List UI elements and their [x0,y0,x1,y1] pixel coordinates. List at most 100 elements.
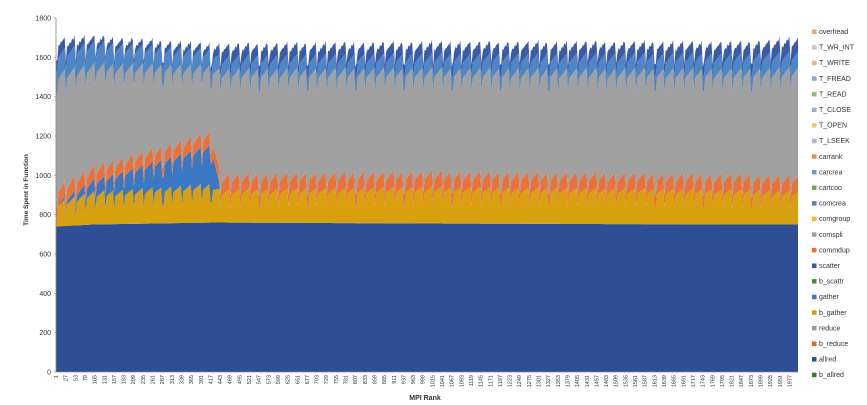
legend-label: carrank [819,154,843,161]
legend-label: allred [819,357,836,364]
x-tick-label: 1821 [730,375,736,387]
legend-swatch [812,45,817,50]
y-tick-label: 1800 [35,16,51,23]
x-tick-label: 781 [344,375,350,384]
x-tick-label: 1223 [508,375,514,387]
y-tick-label: 1600 [35,55,51,62]
legend-label: comcrea [819,201,846,208]
x-tick-label: 1951 [778,375,784,387]
y-tick-label: 1200 [35,134,51,141]
x-tick-label: 1327 [546,375,552,387]
x-tick-label: 1977 [787,375,793,387]
x-tick-label: 183 [122,375,128,384]
x-tick-label: 1743 [701,375,707,387]
axes: 0 200 400 600 800 1000 1200 1400 1600 1800 1 27 53 79… [35,16,798,387]
legend-label: b_scattr [819,279,845,286]
x-tick-label: 1483 [604,375,610,387]
series-area-b_gather [56,183,798,227]
legend-swatch [812,294,817,300]
x-tick-label: 1093 [459,375,465,387]
x-tick-label: 1925 [768,375,774,387]
x-tick-label: 573 [266,375,272,384]
x-tick-label: 989 [421,375,427,384]
x-tick-label: 703 [315,375,321,384]
legend-swatch [812,279,817,284]
x-tick-label: 391 [199,375,205,384]
x-tick-label: 1275 [527,375,533,387]
legend-swatch [812,138,817,144]
x-tick-label: 1457 [594,375,600,387]
x-tick-label: 911 [392,375,398,384]
x-tick-label: 833 [363,375,369,384]
x-tick-label: 547 [257,375,263,384]
x-tick-label: 495 [237,375,243,384]
x-tick-label: 261 [151,375,157,384]
legend: overhead T_WR_INT T_WRITE T_FREAD T_READ T_CL… [812,29,855,379]
x-tick-label: 1795 [720,375,726,387]
legend-label: reduce [819,325,841,332]
legend-swatch [812,29,817,34]
x-tick-label: 287 [160,375,166,384]
legend-swatch [812,310,817,315]
x-tick-label: 469 [228,375,234,384]
series-area-gather [56,145,798,221]
x-tick-label: 157 [112,375,118,384]
x-tick-label: 1171 [488,375,494,387]
x-tick-label: 1509 [614,375,620,387]
legend-swatch [812,60,817,66]
x-tick-label: 339 [179,375,185,384]
x-tick-label: 365 [189,375,195,384]
series-area-comspli [56,62,798,209]
x-tick-label: 1015 [430,375,436,387]
x-tick-label: 755 [334,375,340,384]
x-tick-label: 1665 [672,375,678,387]
legend-label: scatter [819,263,841,270]
y-tick-label: 600 [39,252,51,259]
x-tick-label: 1535 [623,375,629,387]
x-tick-label: 1067 [450,375,456,387]
x-tick-label: 1691 [681,375,687,387]
x-tick-label: 443 [218,375,224,384]
legend-label: T_CLOSE [819,107,851,114]
x-tick-label: 1301 [537,375,543,387]
x-tick-label: 521 [247,375,253,384]
y-tick-label: 400 [39,291,51,298]
legend-label: T_FREAD [819,76,851,83]
x-tick-label: 53 [73,375,79,381]
x-tick-label: 1353 [556,375,562,387]
x-axis-label: MPI Rank [409,395,441,402]
x-tick-label: 313 [170,375,176,384]
x-tick-label: 599 [276,375,282,384]
x-tick-label: 1561 [633,375,639,387]
x-tick-label: 859 [372,375,378,384]
x-tick-label: 1899 [759,375,765,387]
legend-swatch [812,185,817,190]
legend-label: b_reduce [819,341,848,348]
legend-label: gather [819,294,840,301]
legend-swatch [812,341,817,346]
legend-label: cartcoo [819,185,842,192]
legend-label: T_LSEEK [819,138,850,145]
x-tick-label: 729 [324,375,330,384]
legend-label: comgroup [819,216,850,223]
x-tick-label: 1431 [585,375,591,387]
x-tick-label: 1847 [739,375,745,387]
x-tick-label: 1197 [498,375,504,387]
y-tick-label: 800 [39,212,51,219]
x-tick-label: 625 [286,375,292,384]
legend-swatch [812,232,817,237]
x-tick-label: 1613 [652,375,658,387]
x-tick-label: 937 [401,375,407,384]
legend-swatch [812,325,817,331]
legend-swatch [812,201,817,206]
y-tick-label: 200 [39,330,51,337]
legend-label: T_READ [819,91,847,98]
legend-swatch [812,107,817,112]
legend-swatch [812,263,817,268]
legend-swatch [812,169,817,175]
x-tick-label: 677 [305,375,311,384]
legend-swatch [812,357,817,362]
x-tick-label: 417 [208,375,214,384]
x-tick-label: 1 [54,375,60,378]
legend-label: comspli [819,232,843,239]
